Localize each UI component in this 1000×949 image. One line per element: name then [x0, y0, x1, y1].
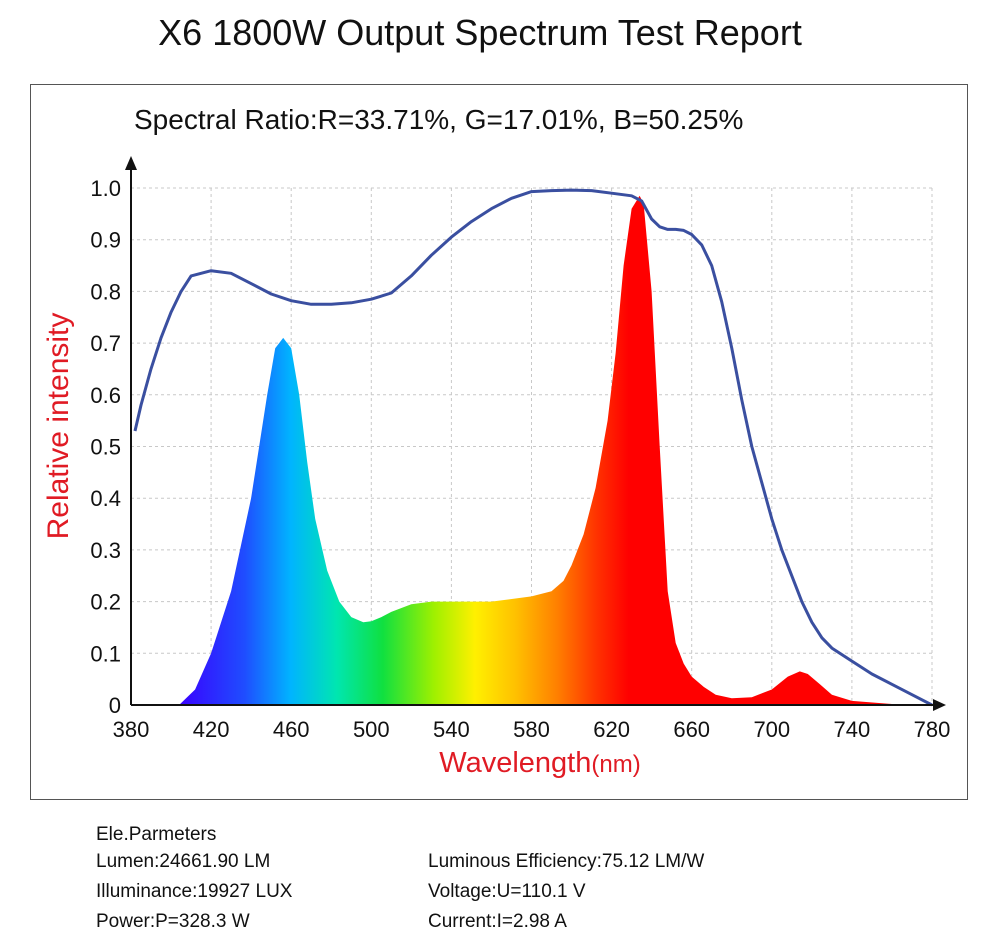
voltage-value: Voltage:U=110.1 V — [428, 881, 586, 902]
x-axis-label-text: Wavelength — [439, 747, 591, 779]
y-tick-label: 0.3 — [90, 538, 121, 563]
x-axis-unit: (nm) — [591, 751, 640, 778]
x-tick-label: 620 — [593, 717, 630, 742]
electrical-parameters: Ele.Parmeters — [96, 820, 216, 850]
x-tick-label: 700 — [753, 717, 790, 742]
lumen-value: Lumen:24661.90 LM — [96, 851, 271, 872]
y-tick-label: 0.4 — [90, 486, 121, 511]
x-tick-label: 500 — [353, 717, 390, 742]
y-tick-label: 0 — [109, 693, 121, 718]
x-tick-label: 420 — [193, 717, 230, 742]
spectrum-area — [179, 195, 932, 706]
params-heading: Ele.Parmeters — [96, 824, 217, 845]
y-axis-arrow — [125, 156, 137, 170]
tick-labels: 380 420 460 500 540 580 620 660 700 740 780 0 0.1 0.2… — [90, 176, 950, 742]
y-tick-label: 0.9 — [90, 228, 121, 253]
x-tick-label: 460 — [273, 717, 310, 742]
illuminance-value: Illuminance:19927 LUX — [96, 881, 293, 902]
efficiency-value: Luminous Efficiency:75.12 LM/W — [428, 851, 705, 872]
envelope-line — [133, 188, 933, 707]
y-axis-label: Relative intensity — [42, 313, 75, 540]
envelope-line-layer — [133, 188, 933, 707]
y-tick-label: 0.5 — [90, 435, 121, 460]
y-tick-label: 0.8 — [90, 279, 121, 304]
x-axis-arrow — [933, 699, 946, 711]
x-tick-label: 660 — [673, 717, 710, 742]
x-tick-label: 740 — [834, 717, 871, 742]
axes — [125, 156, 946, 711]
y-tick-label: 0.1 — [90, 641, 121, 666]
y-tick-label: 0.6 — [90, 383, 121, 408]
spectrum-area-layer — [179, 195, 932, 706]
current-value: Current:I=2.98 A — [428, 911, 567, 932]
spectral-ratio-text: Spectral Ratio:R=33.71%, G=17.01%, B=50.… — [134, 104, 744, 135]
x-tick-label: 780 — [914, 717, 951, 742]
x-tick-label: 540 — [433, 717, 470, 742]
y-tick-label: 1.0 — [90, 176, 121, 201]
x-axis-label: Wavelength(nm) — [439, 747, 640, 779]
chart-frame — [30, 84, 968, 800]
power-value: Power:P=328.3 W — [96, 911, 250, 932]
y-tick-label: 0.7 — [90, 331, 121, 356]
x-tick-label: 580 — [513, 717, 550, 742]
x-tick-label: 380 — [113, 717, 150, 742]
report-title: X6 1800W Output Spectrum Test Report — [158, 12, 802, 53]
y-tick-label: 0.2 — [90, 590, 121, 615]
